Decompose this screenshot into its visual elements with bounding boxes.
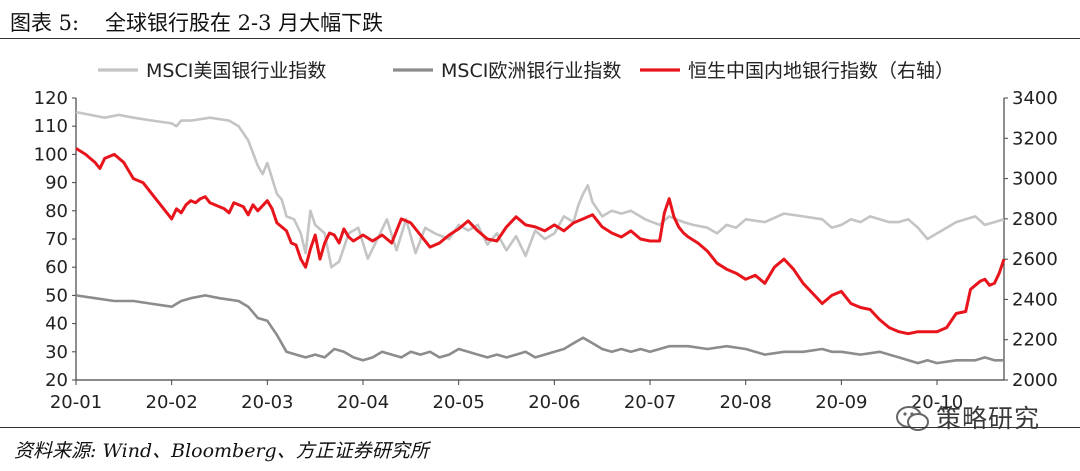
axes: 20 30 40 50 60 70 80 90 100 110 120 2000 2200 2400 260… — [34, 88, 1058, 413]
series-lines — [75, 110, 1006, 365]
right-tick-label: 3400 — [1012, 88, 1058, 109]
x-tick-label: 20-08 — [720, 392, 772, 413]
left-tick-label: 70 — [45, 229, 68, 250]
legend-label-2: MSCI欧洲银行业指数 — [441, 60, 621, 82]
left-tick-label: 80 — [45, 201, 68, 222]
series-line-2 — [75, 294, 1004, 365]
x-tick-label: 20-02 — [146, 392, 198, 413]
x-tick-label: 20-03 — [241, 392, 293, 413]
legend-label-3: 恒生中国内地银行指数（右轴） — [688, 60, 954, 82]
left-tick-label: 50 — [45, 285, 68, 306]
x-tick-label: 20-10 — [911, 392, 963, 413]
left-tick-label: 30 — [45, 342, 68, 363]
right-tick-label: 2400 — [1012, 289, 1058, 310]
right-tick-label: 3000 — [1012, 169, 1058, 190]
left-tick-label: 90 — [45, 173, 68, 194]
left-tick-label: 100 — [34, 144, 68, 165]
left-tick-label: 40 — [45, 314, 68, 335]
x-tick-label: 20-06 — [528, 392, 580, 413]
legend-label-1: MSCI美国银行业指数 — [146, 60, 326, 82]
x-tick-label: 20-01 — [50, 392, 102, 413]
right-tick-label: 2000 — [1012, 370, 1058, 391]
right-tick-label: 2200 — [1012, 330, 1058, 351]
x-tick-label: 20-04 — [337, 392, 389, 413]
x-tick-label: 20-05 — [433, 392, 485, 413]
left-tick-label: 20 — [45, 370, 68, 391]
series-line-1 — [75, 110, 1005, 269]
series-line-3 — [75, 147, 1006, 336]
watermark-text: 策略研究 — [936, 404, 1041, 433]
figure-header: 图表 5: 全球银行股在 2-3 月大幅下跌 — [0, 0, 1080, 39]
x-tick-label: 20-07 — [624, 392, 676, 413]
legend: MSCI美国银行业指数 MSCI欧洲银行业指数 恒生中国内地银行指数（右轴） — [98, 60, 954, 82]
x-tick-label: 20-09 — [815, 392, 867, 413]
source-note: 资料来源: Wind、Bloomberg、方正证券研究所 — [14, 440, 429, 462]
source-row: 资料来源: Wind、Bloomberg、方正证券研究所 — [0, 427, 1080, 471]
right-tick-label: 3200 — [1012, 128, 1058, 149]
right-tick-label: 2800 — [1012, 209, 1058, 230]
left-tick-label: 110 — [34, 116, 68, 137]
right-tick-label: 2600 — [1012, 249, 1058, 270]
figure-label: 图表 5: — [10, 11, 80, 35]
left-tick-label: 60 — [45, 257, 68, 278]
figure-title: 全球银行股在 2-3 月大幅下跌 — [105, 11, 384, 35]
line-chart: MSCI美国银行业指数 MSCI欧洲银行业指数 恒生中国内地银行指数（右轴） 20 3… — [34, 60, 1058, 413]
left-tick-label: 120 — [34, 88, 68, 109]
